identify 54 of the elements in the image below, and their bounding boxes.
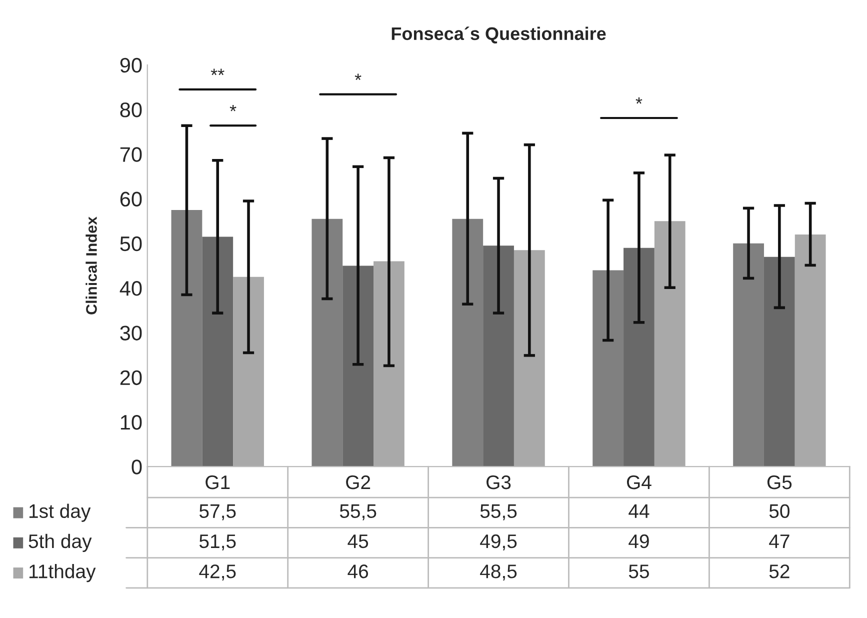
y-tick-label: 40 [120, 281, 142, 296]
data-label: 44 [628, 504, 650, 518]
data-label: 49 [628, 534, 649, 548]
data-label: 42,5 [199, 564, 236, 581]
data-label: 52 [769, 564, 790, 578]
data-label: 51,5 [199, 534, 236, 550]
legend-label: 5th day [28, 534, 92, 552]
x-tick-label: G1 [206, 475, 230, 490]
y-tick-label: 20 [120, 370, 142, 386]
y-tick-label: 70 [120, 147, 142, 162]
data-label: 45 [348, 534, 368, 548]
bar [733, 243, 764, 467]
bar [514, 250, 545, 467]
bar [624, 248, 654, 467]
legend-label: 11thday [29, 564, 96, 582]
x-tick-label: G4 [626, 475, 652, 490]
data-label: 55,5 [480, 504, 517, 520]
x-tick-label: G3 [486, 475, 511, 490]
data-label: 47 [769, 534, 790, 548]
bar [452, 218, 484, 467]
bar [342, 266, 374, 467]
bar [374, 261, 404, 467]
data-label: 46 [348, 564, 368, 578]
y-tick-label: 50 [120, 236, 142, 252]
x-tick-label: G5 [767, 475, 792, 490]
x-tick-label: G2 [346, 475, 370, 490]
bar [312, 218, 343, 467]
bar [202, 236, 234, 467]
bar [171, 210, 202, 467]
bar [794, 234, 826, 467]
bar [483, 246, 514, 467]
bar [233, 276, 264, 467]
data-label: 57,5 [199, 504, 236, 520]
legend-label: 1st day [29, 504, 91, 522]
annotation: * [636, 97, 642, 104]
bar [654, 221, 686, 467]
data-label: 55 [628, 564, 649, 578]
y-axis-title: Clinical Index [86, 216, 97, 314]
data-label: 49,5 [480, 534, 517, 550]
y-tick-label: 0 [132, 460, 142, 474]
data-label: 55,5 [340, 504, 376, 520]
y-tick-label: 10 [120, 414, 142, 430]
y-tick-label: 80 [120, 102, 142, 118]
bar [592, 270, 624, 467]
annotation: * [230, 104, 236, 112]
annotation: * [354, 74, 362, 80]
y-tick-label: 60 [120, 192, 142, 207]
y-tick-label: 90 [120, 58, 142, 73]
annotation: ** [210, 68, 224, 76]
data-label: 50 [769, 504, 790, 518]
bar [764, 256, 795, 467]
data-label: 48,5 [480, 564, 517, 581]
y-tick-label: 30 [120, 326, 142, 340]
chart-title: Fonseca´s Questionnaire [392, 26, 606, 44]
